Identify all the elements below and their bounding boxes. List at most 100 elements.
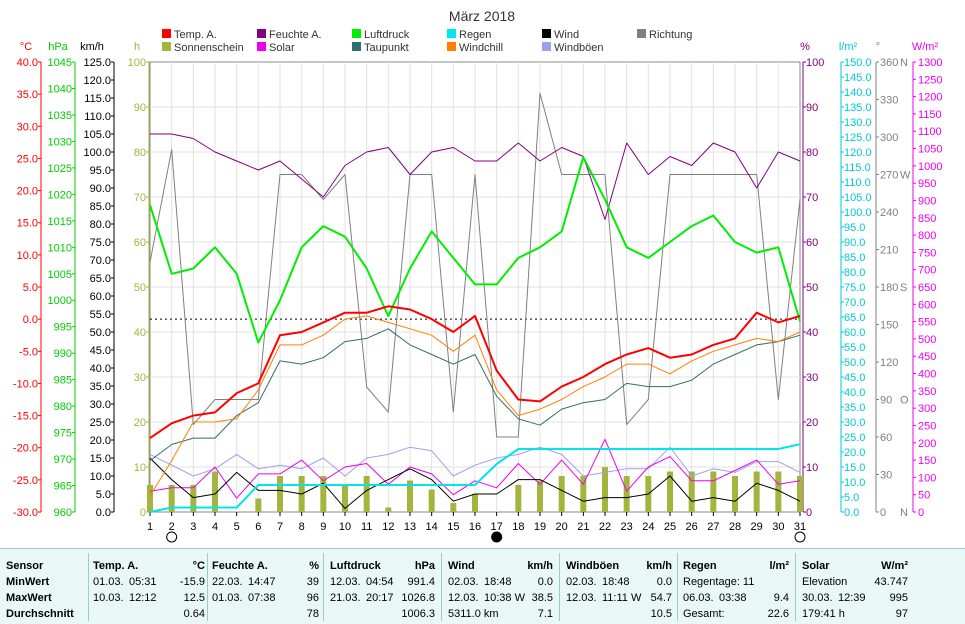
- temp-tick-label: -25.0: [13, 475, 38, 487]
- legend-label-richtung: Richtung: [649, 29, 692, 41]
- stats-feuchte-cell: 22.03.: [212, 576, 243, 588]
- x-tick-label: 1: [147, 521, 153, 533]
- wm2-tick-label: 1100: [918, 126, 942, 138]
- stats-feuchte-cell: 96: [306, 592, 319, 604]
- x-tick-label: 2: [169, 521, 175, 533]
- bar-sonnenschein: [710, 471, 717, 512]
- kmh-tick-label: 35.0: [90, 381, 111, 393]
- deg-direction-label: N: [900, 57, 908, 69]
- stats-luftdruck: Luftdruck hPa 12.03. 04:54 991.4 21.03. 20:17 1…: [330, 553, 435, 621]
- unit-label-hpa: hPa: [48, 41, 68, 53]
- stats-temp-cell: 10.03.: [93, 592, 124, 604]
- lm2-tick-label: 80.0: [844, 267, 865, 279]
- kmh-tick-label: 120.0: [83, 75, 111, 87]
- kmh-tick-label: 20.0: [90, 435, 111, 447]
- unit-label-wm2: W/m²: [912, 41, 939, 53]
- temp-tick-label: 35.0: [17, 89, 38, 101]
- temp-tick-label: 30.0: [17, 121, 38, 133]
- temp-tick-label: 5.0: [23, 282, 38, 294]
- lm2-tick-label: 0.0: [844, 507, 859, 519]
- x-tick-label: 8: [299, 521, 305, 533]
- hpa-tick-label: 1010: [48, 242, 72, 254]
- wm2-tick-label: 0: [918, 507, 924, 519]
- x-tick-label: 20: [556, 521, 568, 533]
- hpa-tick-label: 1045: [48, 57, 72, 69]
- h-tick-label: 100: [128, 57, 146, 69]
- kmh-tick-label: 40.0: [90, 363, 111, 375]
- bar-sonnenschein: [342, 485, 348, 512]
- stats-unit-feuchte: %: [309, 560, 319, 572]
- lm2-tick-label: 85.0: [844, 252, 865, 264]
- wm2-tick-label: 400: [918, 369, 936, 381]
- x-tick-label: 15: [447, 521, 459, 533]
- deg-tick-label: 60: [880, 432, 892, 444]
- temp-tick-label: 20.0: [17, 186, 38, 198]
- legend-label-solar: Solar: [269, 42, 295, 54]
- y-axes: 40.0 35.0 30.0 25.0 20.0 15.0 10.0 5.0 0.0 -5.0 -1…: [13, 57, 943, 519]
- stats-regen-cell: 06.03.: [683, 592, 714, 604]
- stats-feuchte: Feuchte A.% 22.03. 14:47 39 01.03. 07:38 96 78: [212, 553, 319, 621]
- kmh-tick-label: 70.0: [90, 255, 111, 267]
- lm2-tick-label: 15.0: [844, 462, 865, 474]
- wm2-tick-label: 350: [918, 386, 936, 398]
- x-tick-label: 22: [599, 521, 611, 533]
- temp-tick-label: 25.0: [17, 153, 38, 165]
- legend-label-wind: Wind: [554, 29, 579, 41]
- hpa-tick-label: 960: [54, 507, 72, 519]
- stats-feuchte-cell: 39: [306, 576, 319, 588]
- bar-sonnenschein: [212, 471, 218, 512]
- legend-swatch-taupunkt: [352, 42, 361, 51]
- stats-label-min: MinWert: [6, 576, 50, 588]
- kmh-tick-label: 30.0: [90, 399, 111, 411]
- bar-sonnenschein: [688, 471, 695, 512]
- deg-direction-label: O: [900, 395, 909, 407]
- wm2-tick-label: 850: [918, 213, 936, 225]
- legend-swatch-luftdruck: [352, 29, 361, 38]
- grid-lines: [150, 62, 800, 512]
- x-tick-label: 6: [255, 521, 261, 533]
- kmh-tick-label: 25.0: [90, 417, 111, 429]
- h-tick-label: 40: [134, 327, 146, 339]
- bar-sonnenschein: [623, 476, 630, 512]
- x-tick-label: 9: [320, 521, 326, 533]
- h-tick-label: 0: [140, 507, 146, 519]
- kmh-tick-label: 15.0: [90, 453, 111, 465]
- moon-full-icon: [166, 531, 178, 543]
- x-tick-label: 18: [512, 521, 524, 533]
- series-lines: [149, 92, 801, 513]
- stats-wind-cell: 02.03.: [448, 576, 479, 588]
- deg-tick-label: 0: [880, 507, 886, 519]
- h-tick-label: 60: [134, 237, 146, 249]
- kmh-tick-label: 55.0: [90, 309, 111, 321]
- wm2-tick-label: 700: [918, 265, 936, 277]
- legend-label-temp: Temp. A.: [174, 29, 217, 41]
- wm2-tick-label: 950: [918, 178, 936, 190]
- bar-sonnenschein: [147, 485, 153, 512]
- x-tick-label: 5: [234, 521, 240, 533]
- deg-tick-label: 300: [880, 132, 898, 144]
- pct-tick-label: 60: [806, 237, 818, 249]
- stats-luftdruck-cell: 12.03.: [330, 576, 361, 588]
- legend-swatch-temp: [162, 29, 171, 38]
- x-tick-label: 14: [426, 521, 438, 533]
- chart-title: März 2018: [449, 8, 515, 24]
- x-tick-label: 23: [621, 521, 633, 533]
- kmh-tick-label: 80.0: [90, 219, 111, 231]
- series-line-feuchte-a: [150, 133, 801, 220]
- stats-luftdruck-cell: 04:54: [366, 576, 394, 588]
- deg-direction-label: N: [900, 507, 908, 519]
- pct-tick-label: 30: [806, 372, 818, 384]
- stats-feuchte-cell: 14:47: [248, 576, 276, 588]
- bar-sonnenschein: [537, 480, 543, 512]
- lm2-tick-label: 140.0: [844, 87, 872, 99]
- wm2-tick-label: 250: [918, 420, 936, 432]
- bar-sonnenschein: [602, 467, 608, 512]
- hpa-tick-label: 980: [54, 401, 72, 413]
- wm2-tick-label: 1050: [918, 144, 942, 156]
- x-tick-label: 3: [190, 521, 196, 533]
- lm2-tick-label: 5.0: [844, 492, 859, 504]
- legend-swatch-sonne: [162, 42, 171, 51]
- deg-tick-label: 30: [880, 470, 892, 482]
- bar-sonnenschein: [255, 498, 262, 512]
- deg-tick-label: 120: [880, 357, 898, 369]
